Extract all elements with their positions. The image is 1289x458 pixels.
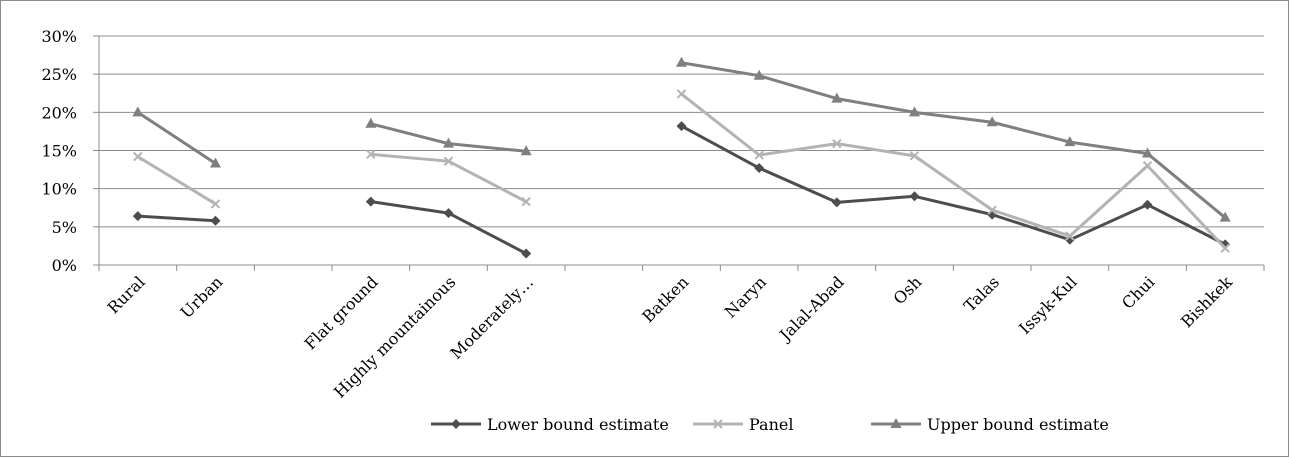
- data-point: [132, 106, 144, 117]
- data-point: [365, 196, 376, 207]
- data-point: [754, 163, 765, 174]
- legend-item: Lower bound estimate: [431, 415, 669, 434]
- x-tick-label: Urban: [177, 272, 227, 322]
- data-point: [831, 197, 842, 208]
- x-tick-label: Chui: [1118, 272, 1158, 312]
- y-tick-label: 25%: [41, 65, 77, 84]
- legend-label: Lower bound estimate: [487, 415, 669, 434]
- series-line: [137, 111, 217, 165]
- legend-marker: [890, 418, 902, 428]
- data-point: [1142, 147, 1153, 158]
- series-layer: [132, 56, 1231, 259]
- data-point: [986, 116, 998, 127]
- data-point: [832, 138, 842, 149]
- data-point: [909, 191, 920, 202]
- x-tick-label: Naryn: [721, 272, 770, 321]
- series-0: [132, 121, 1231, 259]
- y-tick-label: 5%: [52, 218, 77, 237]
- data-point: [133, 151, 143, 162]
- y-tick-label: 20%: [41, 103, 77, 122]
- legend: Lower bound estimate Panel Upper bound est…: [431, 415, 1109, 434]
- x-tick-label: Flat ground: [301, 272, 382, 353]
- data-point: [676, 121, 687, 132]
- data-point: [676, 56, 687, 67]
- y-tick-label: 15%: [41, 142, 77, 161]
- axis-layer: 0% 5% 10% 15% 20% 25% 30% Rural Urban Flat ground…: [41, 27, 1265, 402]
- series-line: [137, 155, 217, 206]
- data-point: [987, 205, 997, 215]
- x-tick-label: Jalal-Abad: [774, 272, 847, 345]
- data-point: [1219, 211, 1231, 222]
- series-2: [132, 56, 1231, 222]
- data-point: [754, 150, 764, 160]
- data-point: [1142, 161, 1153, 171]
- data-point: [520, 145, 532, 156]
- legend-item: Panel: [693, 415, 793, 434]
- data-point: [521, 196, 531, 207]
- legend-item: Upper bound estimate: [871, 415, 1109, 434]
- data-point: [132, 211, 143, 222]
- data-point: [831, 92, 843, 103]
- data-point: [443, 156, 454, 166]
- data-point: [1065, 231, 1075, 241]
- series-line: [681, 61, 1227, 219]
- data-point: [521, 248, 532, 259]
- data-point: [1142, 199, 1153, 210]
- series-line: [137, 214, 216, 223]
- data-point: [1220, 243, 1230, 253]
- data-point: [676, 89, 687, 99]
- data-point: [365, 117, 377, 128]
- y-tick-label: 0%: [52, 256, 77, 275]
- series-1: [133, 89, 1230, 253]
- data-point: [909, 106, 920, 117]
- data-point: [1064, 136, 1076, 147]
- legend-label: Panel: [749, 415, 793, 434]
- x-tick-label: Batken: [638, 272, 692, 326]
- y-tick-label: 10%: [41, 180, 77, 199]
- y-tick-label: 30%: [41, 27, 77, 46]
- series-line: [680, 92, 1227, 250]
- grid-layer: [99, 35, 1264, 228]
- x-tick-label: Issyk-Kul: [1015, 272, 1080, 337]
- x-tick-label: Talas: [960, 272, 1003, 315]
- data-point: [210, 157, 221, 168]
- data-point: [366, 149, 376, 160]
- data-point: [443, 208, 454, 219]
- x-tick-label: Moderately…: [447, 272, 537, 362]
- legend-label: Upper bound estimate: [927, 415, 1109, 434]
- legend-marker: [451, 419, 461, 429]
- data-point: [210, 199, 221, 209]
- data-point: [753, 69, 765, 80]
- data-point: [210, 215, 221, 226]
- legend-marker: [713, 419, 723, 429]
- series-line: [680, 124, 1226, 246]
- data-point: [443, 137, 454, 148]
- x-tick-label: Osh: [890, 272, 926, 308]
- x-tick-label: Bishkek: [1177, 272, 1236, 331]
- data-point: [909, 151, 920, 161]
- x-tick-label: Rural: [104, 272, 149, 317]
